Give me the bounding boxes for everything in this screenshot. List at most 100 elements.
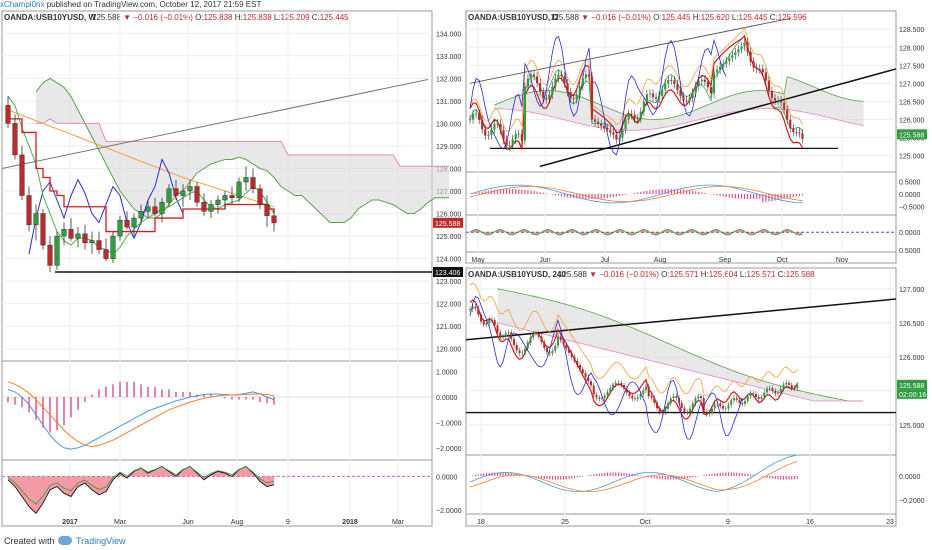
weekly-candle bbox=[187, 186, 193, 192]
h4-candle bbox=[735, 398, 738, 400]
weekly-candle bbox=[19, 154, 25, 196]
daily-ytick: 126.000 bbox=[899, 117, 924, 124]
daily-macd-ytick: −0.5000 bbox=[899, 205, 925, 212]
h4-candle bbox=[667, 403, 669, 409]
daily-chart-panel bbox=[465, 10, 897, 264]
daily-candle bbox=[511, 139, 514, 146]
h4-candle bbox=[661, 411, 664, 413]
daily-candle bbox=[670, 80, 673, 81]
daily-candle bbox=[654, 97, 658, 99]
daily-candle bbox=[642, 101, 645, 112]
h4-senkou-a bbox=[497, 288, 864, 402]
h4-xtick: 23 bbox=[886, 519, 894, 526]
h4-quote-part: C: bbox=[775, 270, 785, 279]
h4-candle bbox=[480, 314, 482, 322]
weekly-candle bbox=[229, 195, 235, 199]
daily-osc-line bbox=[469, 228, 803, 236]
weekly-quote: 125.588 ▼ −0.016 (−0.01%) O:125.838 H:12… bbox=[92, 13, 349, 22]
h4-last-price: 125.588 bbox=[899, 383, 924, 390]
h4-candle bbox=[609, 387, 612, 392]
daily-candle bbox=[532, 74, 536, 77]
weekly-candle bbox=[236, 181, 242, 199]
daily-quote-part: ▼ −0.016 (−0.01%) bbox=[579, 13, 651, 22]
daily-quote: 125.588 ▼ −0.016 (−0.01%) O:125.445 H:12… bbox=[550, 13, 807, 22]
h4-kumo-cloud bbox=[497, 288, 864, 401]
author-link[interactable]: xChampi0nx bbox=[0, 0, 45, 9]
h4-candle bbox=[491, 319, 493, 321]
weekly-macd-ytick: 0.0000 bbox=[436, 395, 458, 402]
weekly-candle bbox=[61, 229, 67, 237]
h4-candle bbox=[535, 333, 537, 335]
daily-xtick: Sep bbox=[719, 257, 732, 264]
h4-xtick: Oct bbox=[640, 519, 651, 526]
h4-candle bbox=[617, 382, 620, 384]
h4-candle bbox=[606, 391, 609, 396]
h4-candle bbox=[779, 388, 782, 393]
daily-candle bbox=[746, 42, 749, 52]
h4-candle bbox=[647, 386, 650, 397]
daily-candle bbox=[801, 133, 804, 139]
daily-title: OANDA:USB10YUSD, D bbox=[468, 13, 558, 22]
daily-candle bbox=[499, 123, 502, 131]
weekly-candle bbox=[159, 202, 165, 214]
daily-candle bbox=[569, 91, 572, 99]
h4-candle bbox=[587, 377, 590, 382]
publish-header: xChampi0nx published on TradingView.com,… bbox=[0, 0, 932, 10]
weekly-quote-part: O: bbox=[193, 13, 204, 22]
daily-candle bbox=[624, 119, 627, 130]
daily-candle bbox=[597, 121, 600, 124]
h4-candle bbox=[793, 387, 796, 389]
h4-candle bbox=[785, 382, 788, 385]
h4-quote-part: 125.604 bbox=[709, 270, 738, 279]
daily-xtick: Nov bbox=[836, 257, 849, 264]
h4-candle bbox=[708, 412, 711, 415]
daily-candle bbox=[770, 90, 774, 99]
h4-candle bbox=[568, 348, 570, 353]
h4-xtick: 16 bbox=[806, 519, 814, 526]
tradingview-link[interactable]: TradingView bbox=[76, 536, 126, 546]
daily-ytick: 128.500 bbox=[899, 27, 924, 34]
weekly-candle bbox=[54, 235, 60, 266]
weekly-signal-line bbox=[7, 381, 275, 448]
tradingview-cloud-icon bbox=[58, 536, 72, 545]
h4-quote-part: H: bbox=[698, 270, 708, 279]
daily-candle bbox=[645, 94, 648, 102]
h4-candle bbox=[719, 403, 722, 406]
weekly-candle bbox=[257, 188, 263, 205]
weekly-ytick: 133.000 bbox=[436, 54, 461, 61]
daily-candle bbox=[651, 93, 655, 98]
h4-candle bbox=[521, 352, 524, 354]
weekly-candle bbox=[215, 199, 221, 205]
daily-quote-part: 125.445 bbox=[739, 13, 768, 22]
daily-candle bbox=[548, 94, 551, 100]
h4-candle bbox=[700, 396, 702, 399]
h4-candle bbox=[724, 408, 727, 410]
daily-quote-part: 125.445 bbox=[662, 13, 691, 22]
h4-candle bbox=[598, 397, 601, 399]
daily-ytick: 126.500 bbox=[899, 99, 924, 106]
h4-candle bbox=[510, 332, 513, 339]
h4-candle bbox=[760, 397, 763, 399]
weekly-xtick: Mar bbox=[392, 519, 405, 526]
h4-candle bbox=[471, 306, 474, 310]
daily-macd-ytick: 0.0000 bbox=[899, 192, 921, 199]
h4-candle bbox=[592, 385, 595, 395]
h4-candle bbox=[554, 345, 557, 351]
daily-candle bbox=[590, 76, 594, 120]
weekly-candle bbox=[40, 213, 46, 246]
h4-candle bbox=[645, 386, 647, 391]
daily-upper-channel bbox=[469, 17, 791, 84]
daily-candle bbox=[575, 94, 578, 100]
h4-candle bbox=[790, 384, 793, 388]
daily-candle bbox=[743, 42, 746, 47]
daily-candle bbox=[621, 129, 624, 138]
h4-candle bbox=[603, 395, 606, 399]
weekly-xtick: Mar bbox=[114, 519, 127, 526]
h4-xtick: 9 bbox=[726, 519, 730, 526]
weekly-ytick: 123.000 bbox=[436, 279, 461, 286]
daily-candle bbox=[612, 132, 615, 135]
h4-candle bbox=[477, 308, 480, 315]
h4-candle bbox=[697, 396, 700, 399]
daily-signal-line bbox=[469, 186, 803, 202]
daily-candle bbox=[584, 74, 587, 79]
